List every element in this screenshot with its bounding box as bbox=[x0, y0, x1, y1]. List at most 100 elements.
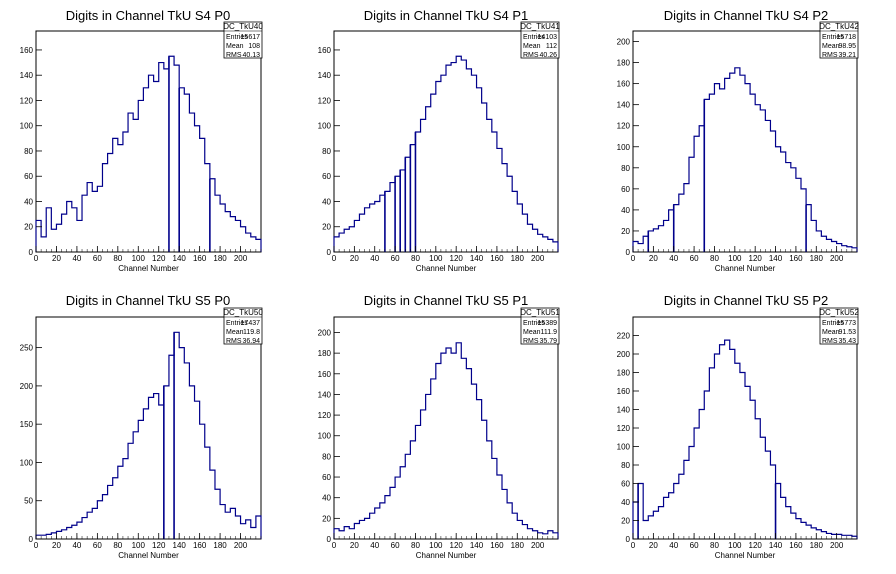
y-tick-label: 20 bbox=[24, 223, 33, 232]
stats-value: 36.94 bbox=[242, 338, 260, 345]
x-tick-label: 80 bbox=[710, 541, 719, 550]
x-tick-label: 0 bbox=[631, 254, 636, 263]
plot-frame bbox=[632, 30, 858, 253]
y-tick-label: 0 bbox=[29, 248, 34, 257]
stats-label: Mean bbox=[822, 43, 840, 50]
y-tick-label: 40 bbox=[24, 197, 33, 206]
panel-s4-p0: Digits in Channel TkU S4 P0 0 20 40 60 80 100… bbox=[20, 8, 264, 273]
x-tick-label: 180 bbox=[810, 541, 824, 550]
y-tick-label: 0 bbox=[626, 248, 631, 257]
histogram-line bbox=[632, 339, 858, 539]
y-tick-label: 150 bbox=[20, 420, 34, 429]
y-tick-label: 50 bbox=[24, 497, 33, 506]
stats-name: DC_TkU52 bbox=[819, 308, 859, 317]
plot-frame bbox=[35, 30, 262, 253]
x-tick-label: 60 bbox=[93, 541, 102, 550]
panel-s5-p2: Digits in Channel TkU S5 P2 0 20 40 60 80 100… bbox=[617, 293, 860, 560]
stats-value: 35.43 bbox=[838, 338, 856, 345]
histogram-line bbox=[333, 55, 559, 252]
x-tick-label: 120 bbox=[450, 254, 464, 263]
x-tick-label: 120 bbox=[749, 541, 763, 550]
x-tick-label: 200 bbox=[531, 254, 545, 263]
stats-value: 119.8 bbox=[243, 329, 260, 336]
y-tick-label: 0 bbox=[29, 535, 34, 544]
panel-s5-p0: Digits in Channel TkU S5 P0 0 20 40 60 80 100… bbox=[20, 293, 264, 560]
x-tick-label: 60 bbox=[391, 254, 400, 263]
stats-value: 91.53 bbox=[838, 329, 856, 336]
x-tick-label: 100 bbox=[132, 541, 146, 550]
stats-name: DC_TkU42 bbox=[819, 22, 859, 31]
panel-title: Digits in Channel TkU S5 P2 bbox=[664, 293, 829, 308]
y-tick-label: 120 bbox=[617, 424, 631, 433]
y-tick-label: 100 bbox=[617, 443, 631, 452]
x-tick-label: 160 bbox=[490, 254, 504, 263]
x-tick-label: 80 bbox=[113, 254, 122, 263]
plot-frame bbox=[333, 30, 559, 253]
y-tick-label: 0 bbox=[626, 535, 631, 544]
y-tick-label: 140 bbox=[617, 101, 631, 110]
y-tick-label: 0 bbox=[327, 248, 332, 257]
x-tick-label: 140 bbox=[173, 541, 187, 550]
y-tick-label: 200 bbox=[617, 38, 631, 47]
panel-title: Digits in Channel TkU S4 P1 bbox=[364, 8, 529, 23]
x-tick-label: 140 bbox=[470, 254, 484, 263]
y-tick-label: 80 bbox=[322, 147, 331, 156]
x-tick-label: 40 bbox=[72, 541, 81, 550]
stats-value: 15389 bbox=[538, 320, 558, 327]
x-tick-label: 20 bbox=[350, 254, 359, 263]
y-tick-label: 180 bbox=[318, 349, 332, 358]
x-tick-label: 80 bbox=[113, 541, 122, 550]
stats-box bbox=[223, 21, 263, 59]
x-tick-label: 40 bbox=[669, 541, 678, 550]
histogram-line bbox=[632, 67, 858, 252]
y-tick-label: 20 bbox=[322, 514, 331, 523]
y-tick-label: 80 bbox=[322, 452, 331, 461]
stats-box bbox=[520, 21, 560, 59]
stats-label: Entries bbox=[226, 34, 248, 41]
x-tick-label: 180 bbox=[810, 254, 824, 263]
y-tick-label: 140 bbox=[318, 71, 332, 80]
histogram-line bbox=[333, 342, 559, 539]
stats-label: RMS bbox=[226, 52, 242, 59]
x-tick-label: 140 bbox=[470, 541, 484, 550]
y-tick-label: 160 bbox=[20, 46, 34, 55]
panel-title: Digits in Channel TkU S5 P1 bbox=[364, 293, 529, 308]
plot-frame bbox=[632, 316, 858, 540]
x-tick-label: 100 bbox=[728, 254, 742, 263]
y-tick-label: 220 bbox=[617, 332, 631, 341]
x-tick-label: 180 bbox=[213, 541, 227, 550]
y-tick-label: 60 bbox=[621, 480, 630, 489]
x-tick-label: 160 bbox=[193, 254, 207, 263]
y-tick-label: 60 bbox=[322, 172, 331, 181]
x-tick-label: 20 bbox=[52, 541, 61, 550]
y-tick-label: 140 bbox=[617, 406, 631, 415]
stats-value: 40.13 bbox=[242, 52, 260, 59]
stats-label: Mean bbox=[822, 329, 840, 336]
stats-label: Entries bbox=[523, 34, 545, 41]
x-tick-label: 100 bbox=[429, 254, 443, 263]
x-tick-label: 200 bbox=[830, 541, 844, 550]
y-tick-label: 80 bbox=[621, 461, 630, 470]
x-tick-label: 100 bbox=[728, 541, 742, 550]
stats-value: 39.21 bbox=[838, 52, 856, 59]
x-tick-label: 40 bbox=[72, 254, 81, 263]
x-tick-label: 0 bbox=[631, 541, 636, 550]
stats-label: Mean bbox=[226, 43, 244, 50]
panel-s4-p2: Digits in Channel TkU S4 P2 0 20 40 60 80 100… bbox=[617, 8, 860, 273]
x-tick-label: 200 bbox=[234, 254, 248, 263]
x-tick-label: 200 bbox=[234, 541, 248, 550]
stats-label: RMS bbox=[822, 52, 838, 59]
x-tick-label: 0 bbox=[34, 254, 39, 263]
y-tick-label: 40 bbox=[621, 206, 630, 215]
stats-name: DC_TkU50 bbox=[223, 308, 263, 317]
y-tick-label: 120 bbox=[318, 96, 332, 105]
stats-label: Entries bbox=[822, 320, 844, 327]
stats-label: RMS bbox=[822, 338, 838, 345]
x-tick-label: 160 bbox=[193, 541, 207, 550]
x-axis-title: Channel Number bbox=[416, 264, 477, 273]
x-tick-label: 140 bbox=[769, 254, 783, 263]
histogram-line bbox=[35, 55, 262, 252]
stats-label: RMS bbox=[523, 52, 539, 59]
x-tick-label: 100 bbox=[132, 254, 146, 263]
y-tick-label: 140 bbox=[318, 390, 332, 399]
